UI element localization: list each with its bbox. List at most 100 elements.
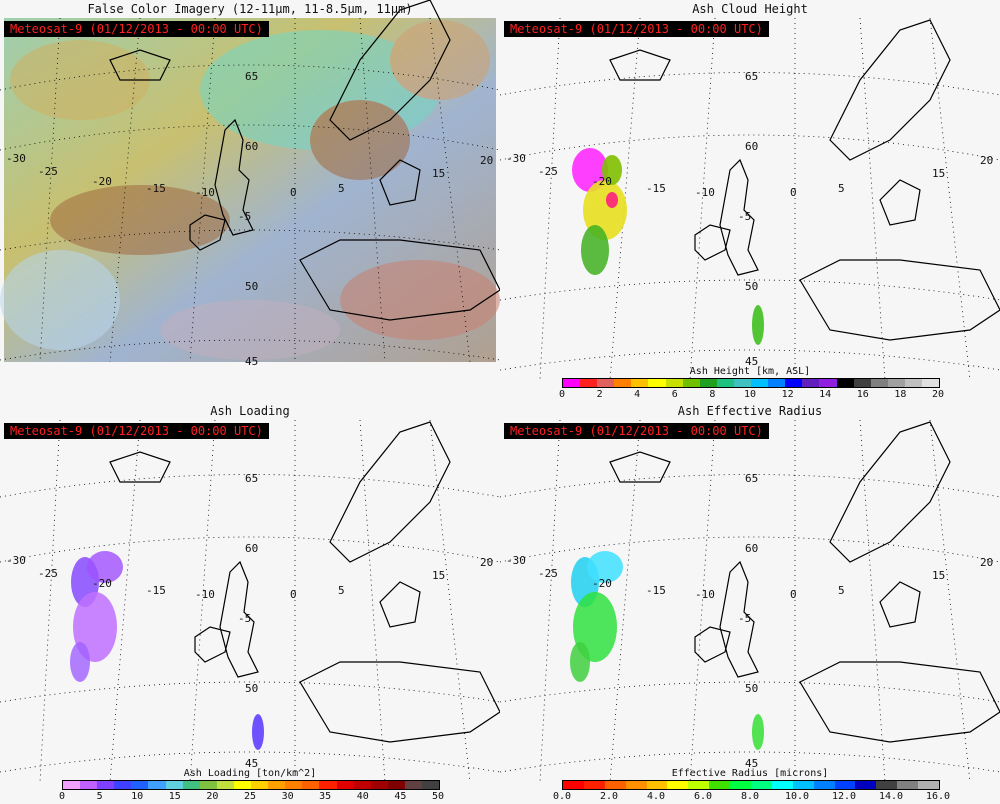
colorbar-tick-label: 18: [894, 389, 907, 400]
lon-label-m30: -30: [6, 152, 26, 165]
colorbar-tick-label: 15: [168, 791, 181, 802]
colorbar-swatch: [716, 379, 734, 387]
colorbar-swatch: [709, 781, 731, 789]
lon-label-m5: -5: [238, 612, 251, 625]
colorbar-tick-label: 14.0: [878, 791, 904, 802]
lon-label-5: 5: [338, 584, 345, 597]
lon-label-m20: -20: [592, 577, 612, 590]
colorbar-tick-label: 20: [206, 791, 219, 802]
colorbar-swatch: [904, 379, 922, 387]
ash-height-map: 65 60 50 45 -30 -25 -20 -15 -10 -5 0 5 1…: [500, 17, 1000, 381]
colorbar-swatch: [114, 781, 132, 789]
colorbar-tick-label: 20: [931, 389, 945, 400]
lat-label-50: 50: [745, 682, 758, 695]
colorbar-swatch: [80, 781, 98, 789]
colorbar-swatch: [216, 781, 234, 789]
colorbar: [62, 780, 440, 790]
lon-label-m20: -20: [592, 175, 612, 188]
colorbar-swatch: [870, 379, 888, 387]
lon-label-m30: -30: [506, 554, 526, 567]
lon-label-m20: -20: [92, 175, 112, 188]
lat-label-65: 65: [245, 70, 258, 83]
lon-label-15: 15: [932, 569, 945, 582]
colorbar-swatch: [268, 781, 286, 789]
lon-label-m15: -15: [646, 584, 666, 597]
graticule: [500, 419, 1000, 783]
coastlines: [109, 0, 500, 321]
lon-label-m25: -25: [38, 165, 58, 178]
colorbar-swatch: [887, 379, 905, 387]
colorbar-tick-label: 6.0: [693, 791, 713, 802]
colorbar-swatch: [730, 781, 752, 789]
colorbar-tick-label: 0: [558, 389, 566, 400]
colorbar-swatch: [285, 781, 303, 789]
lon-label-m5: -5: [238, 210, 251, 223]
lat-label-65: 65: [245, 472, 258, 485]
colorbar-swatch: [665, 379, 683, 387]
colorbar-tick-label: 4.0: [646, 791, 666, 802]
lat-label-50: 50: [245, 280, 258, 293]
colorbar-swatch: [785, 379, 803, 387]
ash-radius-panel: 65 60 50 45 -30 -25 -20 -15 -10 -5 0 5 1…: [500, 402, 1000, 804]
lat-label-45: 45: [745, 355, 758, 368]
colorbar-swatch: [792, 781, 814, 789]
colorbar-tick-label: 12.0: [831, 791, 857, 802]
lon-label-m20: -20: [92, 577, 112, 590]
lon-label-5: 5: [838, 584, 845, 597]
colorbar-swatch: [834, 781, 856, 789]
lon-label-0: 0: [790, 588, 797, 601]
colorbar-swatch: [897, 781, 919, 789]
colorbar-tick-label: 10: [743, 389, 757, 400]
colorbar-swatch: [233, 781, 252, 789]
ash-loading-panel: 65 60 50 45 -30 -25 -20 -15 -10 -5 0 5 1…: [0, 402, 500, 804]
colorbar-swatch: [648, 379, 666, 387]
colorbar-title: Ash Loading [ton/km^2]: [183, 768, 317, 779]
colorbar-tick-label: 30: [281, 791, 294, 802]
colorbar-title: Ash Height [km, ASL]: [689, 366, 811, 377]
colorbar-swatch: [387, 781, 405, 789]
colorbar-swatch: [836, 379, 854, 387]
colorbar-tick-label: 40: [356, 791, 369, 802]
lon-label-m15: -15: [146, 182, 166, 195]
colorbar-tick-label: 12: [781, 389, 794, 400]
colorbar-swatch: [625, 781, 647, 789]
colorbar-swatch: [813, 781, 835, 789]
lon-label-m10: -10: [695, 588, 715, 601]
colorbar-tick-label: 35: [319, 791, 332, 802]
colorbar-swatch: [583, 781, 605, 789]
timestamp-label: Meteosat-9 (01/12/2013 - 00:00 UTC): [4, 21, 269, 37]
lon-label-15: 15: [432, 167, 445, 180]
colorbar-swatch: [165, 781, 183, 789]
ash-height-panel: 65 60 50 45 -30 -25 -20 -15 -10 -5 0 5 1…: [500, 0, 1000, 402]
colorbar: [562, 780, 940, 790]
colorbar-swatch: [667, 781, 689, 789]
colorbar: [562, 378, 940, 388]
timestamp-label: Meteosat-9 (01/12/2013 - 00:00 UTC): [504, 423, 769, 439]
colorbar-swatch: [319, 781, 337, 789]
colorbar-swatch: [631, 379, 649, 387]
colorbar-swatch: [563, 781, 584, 789]
colorbar-swatch: [733, 379, 752, 387]
colorbar-swatch: [614, 379, 632, 387]
colorbar-tick-label: 0: [58, 791, 66, 802]
graticule: [500, 17, 1000, 381]
colorbar-ticks: 0.0 2.0 4.0 6.0 8.0 10.0 12.0 14.0 16.0: [553, 791, 950, 803]
colorbar-tick-label: 8: [709, 389, 716, 400]
lon-label-0: 0: [290, 588, 297, 601]
colorbar-swatch: [768, 379, 786, 387]
colorbar-tick-label: 10.0: [784, 791, 810, 802]
ash-plume: [570, 551, 764, 750]
cloud-texture: [0, 20, 500, 360]
ash-loading-map: 65 60 50 45 -30 -25 -20 -15 -10 -5 0 5 1…: [0, 419, 500, 783]
colorbar-swatch: [251, 781, 269, 789]
lon-label-m10: -10: [195, 588, 215, 601]
colorbar-swatch: [699, 379, 717, 387]
timestamp-label: Meteosat-9 (01/12/2013 - 00:00 UTC): [4, 423, 269, 439]
ash-plume: [70, 551, 264, 750]
colorbar-swatch: [597, 379, 615, 387]
lat-label-50: 50: [245, 682, 258, 695]
panel-title: Ash Cloud Height: [692, 2, 808, 16]
colorbar-swatch: [404, 781, 422, 789]
panel-title: False Color Imagery (12-11μm, 11-8.5μm, …: [87, 2, 413, 16]
lon-label-0: 0: [290, 186, 297, 199]
